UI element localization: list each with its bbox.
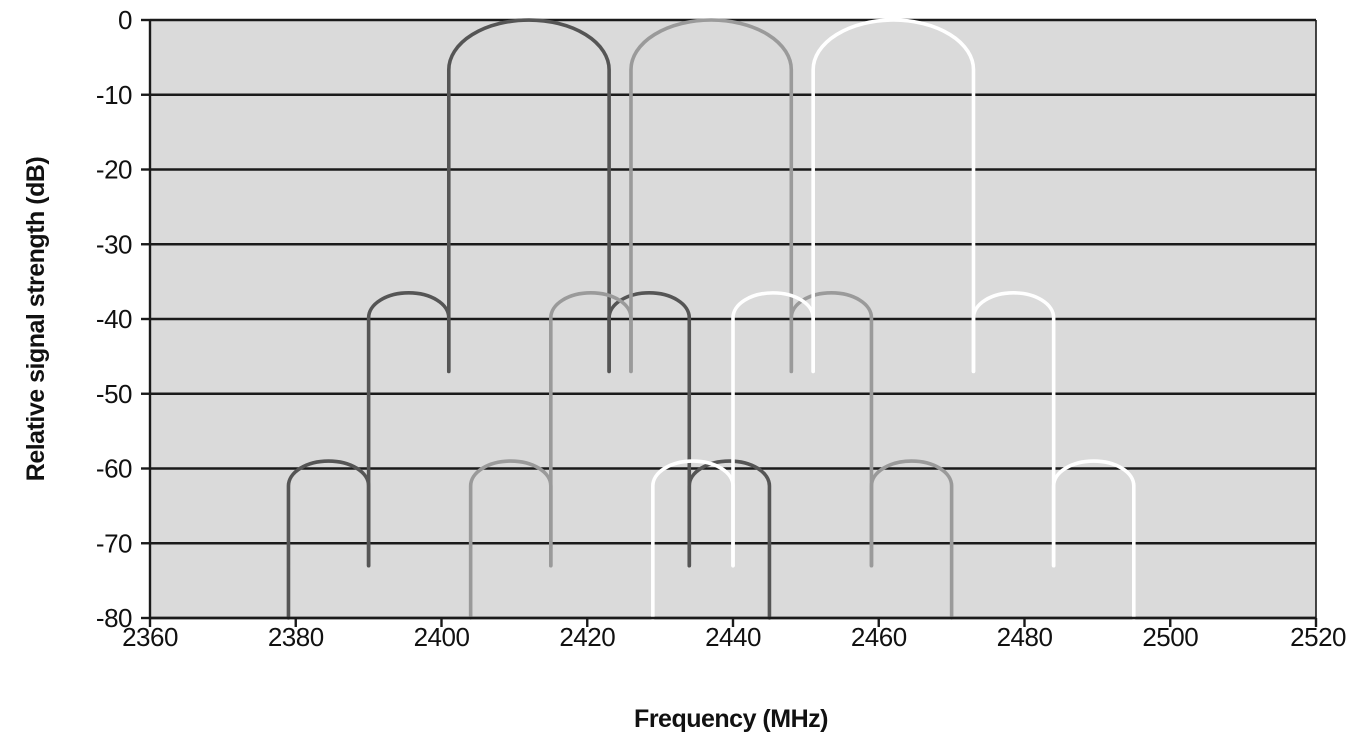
- y-tick-label: -40: [96, 304, 132, 334]
- series-3: [651, 18, 1136, 620]
- series-1-lobe-5: [687, 459, 772, 620]
- y-tick-label: -50: [96, 379, 132, 409]
- y-tick-label: -60: [96, 454, 132, 484]
- x-tick-label: 2400: [414, 622, 470, 652]
- y-axis-title: Relative signal strength (dB): [22, 157, 50, 482]
- series-1-lobe-1: [286, 459, 371, 620]
- y-tick-label: -20: [96, 155, 132, 185]
- x-tick-label: 2480: [997, 622, 1053, 652]
- axes: [141, 18, 1318, 627]
- x-tick-labels: 2360 2380 2400 2420 2440 2460 2480 2500 2520: [122, 622, 1346, 652]
- y-tick-label: -30: [96, 229, 132, 259]
- series-2-lobe-4: [789, 291, 874, 568]
- series-2-lobe-1: [468, 459, 553, 620]
- y-tick-label: 0: [118, 5, 132, 35]
- x-tick-label: 2420: [559, 622, 615, 652]
- y-tick-labels: 0 -10 -20 -30 -40 -50 -60 -70 -80: [96, 5, 133, 633]
- series-3-lobe-3: [811, 18, 976, 374]
- x-tick-label: 2460: [851, 622, 907, 652]
- series-1: [286, 18, 772, 620]
- x-axis-title: Frequency (MHz): [634, 705, 828, 733]
- x-tick-label: 2500: [1142, 622, 1198, 652]
- x-tick-label: 2520: [1290, 622, 1346, 652]
- series-1-lobe-2: [366, 291, 451, 568]
- series-2-lobe-5: [869, 459, 954, 620]
- x-tick-label: 2440: [705, 622, 761, 652]
- y-tick-label: -70: [96, 528, 132, 558]
- series-2-lobe-3: [629, 18, 794, 374]
- y-tick-label: -10: [96, 80, 132, 110]
- series-3-lobe-1: [651, 459, 735, 620]
- series-2: [468, 18, 954, 620]
- series-3-lobe-5: [1051, 459, 1136, 620]
- series-1-lobe-3: [446, 18, 611, 374]
- y-tick-label: -80: [96, 603, 132, 633]
- series-3-lobe-2: [731, 291, 815, 568]
- x-tick-label: 2380: [268, 622, 324, 652]
- series-layer: [286, 18, 1136, 620]
- x-tick-label: 2360: [122, 622, 178, 652]
- series-2-lobe-2: [549, 291, 633, 568]
- series-3-lobe-4: [971, 291, 1056, 568]
- series-1-lobe-4: [607, 291, 692, 568]
